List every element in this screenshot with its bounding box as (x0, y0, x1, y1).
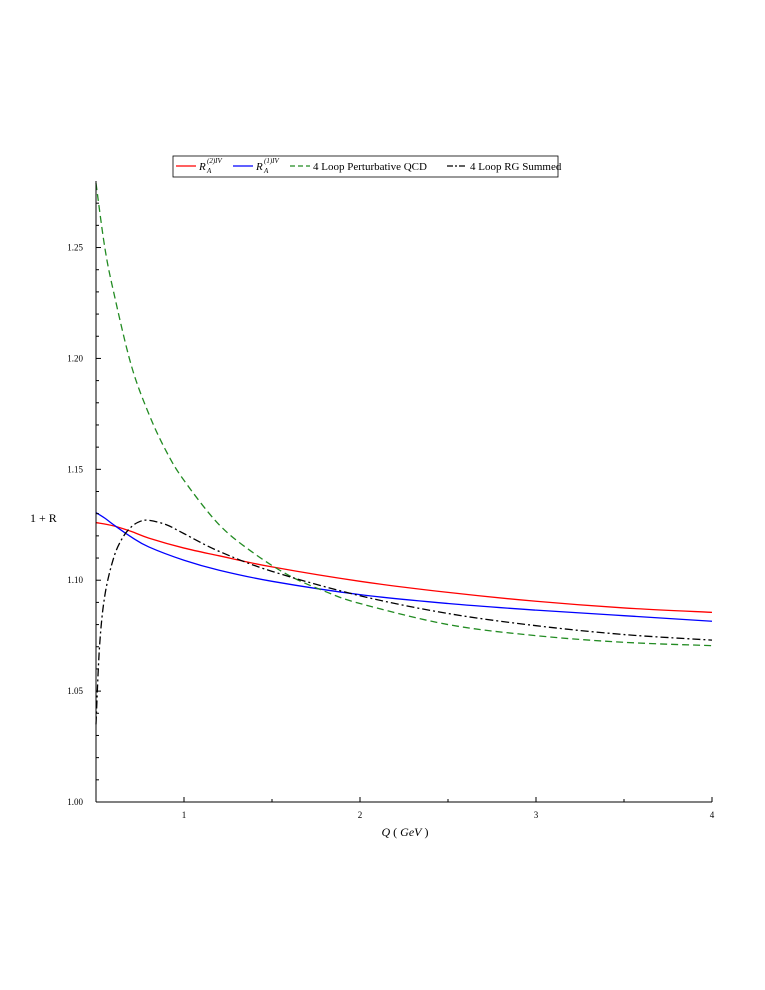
y-tick-label: 1.10 (67, 575, 83, 585)
series-line-2 (95, 183, 713, 647)
x-tick-label: 3 (534, 810, 539, 820)
series-layer (95, 183, 713, 725)
series-line-3 (95, 519, 713, 725)
x-tick-label: 2 (358, 810, 363, 820)
x-axis-title: Q ( GeV ) (382, 825, 429, 839)
legend: R A(2)IV R A(1)IV 4 Loop Perturbative QCD 4 L… (172, 155, 562, 178)
y-tick-label: 1.15 (67, 464, 83, 474)
axes: 1 2 3 4 1.00 1.05 1.10 1.15 1.20 1.25 (67, 181, 715, 820)
legend-label-3: 4 Loop RG Summed (470, 161, 562, 173)
legend-label-sup-1: (1)IV (264, 157, 279, 165)
legend-label-0: R (198, 161, 206, 173)
legend-label-sub-1: A (263, 167, 269, 175)
legend-label-1: R (255, 161, 263, 173)
y-axis-title: 1 + R (30, 511, 57, 525)
x-tick-label: 1 (182, 810, 187, 820)
y-tick-label: 1.05 (67, 686, 83, 696)
y-tick-label: 1.25 (67, 243, 83, 253)
legend-label-2: 4 Loop Perturbative QCD (313, 161, 427, 173)
legend-box (172, 155, 559, 178)
y-tick-label: 1.00 (67, 797, 83, 807)
x-axis-title-var: Q (382, 825, 391, 839)
legend-label-sub-0: A (206, 167, 212, 175)
x-axis-title-paren-open: ( (390, 825, 400, 839)
x-axis-title-paren-close: ) (422, 825, 429, 839)
x-tick-label: 4 (710, 810, 715, 820)
x-axis-title-unit: GeV (400, 825, 423, 839)
series-line-1 (95, 512, 713, 622)
legend-label-sup-0: (2)IV (207, 157, 222, 165)
y-tick-label: 1.20 (67, 353, 83, 363)
series-line-0 (95, 521, 713, 614)
